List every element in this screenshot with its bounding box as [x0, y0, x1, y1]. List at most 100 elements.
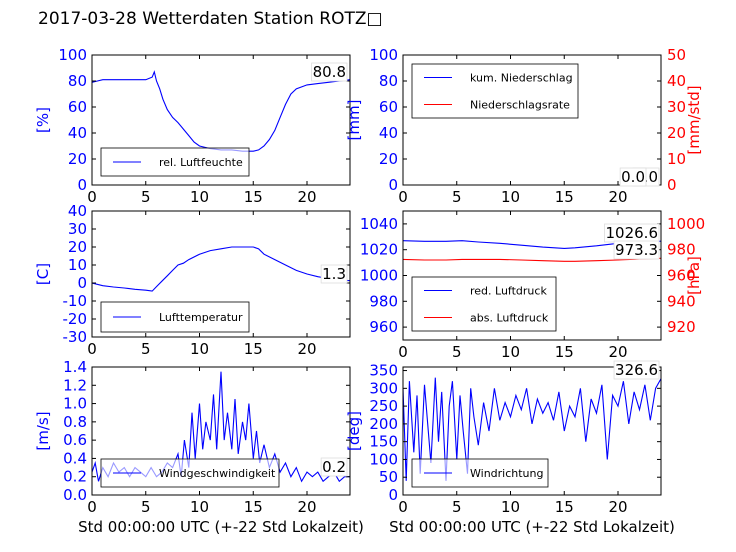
- y2-axis-label: [mm/std]: [685, 85, 703, 154]
- current-value-label: 1.3: [322, 265, 346, 283]
- panel-windspeed: 0 5 10 15 200.00.20.40.60.81.01.21.4[m/s]Win…: [34, 358, 351, 516]
- x-axis-label: Std 00:00:00 UTC (+-22 Std Lokalzeit): [389, 518, 675, 536]
- y2-tick-label: 920: [667, 318, 696, 336]
- x-tick-label: 20: [297, 188, 316, 206]
- legend-label: Windrichtung: [470, 467, 543, 480]
- y-tick-label: 0.8: [63, 413, 87, 431]
- y-tick-label: 0.0: [63, 486, 87, 504]
- y-tick-label: 0.6: [63, 431, 87, 449]
- y-tick-label: 350: [369, 362, 398, 380]
- current-value-box: [613, 240, 660, 260]
- current-value-box: [320, 457, 348, 477]
- x-tick-label: 15: [244, 188, 263, 206]
- y-tick-label: 20: [68, 238, 87, 256]
- y-tick-label: 40: [68, 202, 87, 220]
- x-tick-label: 10: [501, 343, 520, 361]
- y-axis-label: [C]: [34, 263, 52, 285]
- x-tick-label: 20: [608, 188, 627, 206]
- series-line-temperature-0: [92, 246, 350, 292]
- current-value-label: 0.2: [322, 458, 346, 476]
- y-tick-label: 100: [58, 46, 87, 64]
- x-tick-label: 10: [501, 188, 520, 206]
- x-tick-label: 15: [244, 498, 263, 516]
- x-tick-label: 5: [452, 498, 462, 516]
- y2-tick-label: 0: [667, 176, 677, 194]
- y-axis-label: [%]: [34, 107, 52, 133]
- y-tick-label: 0.4: [63, 449, 87, 467]
- x-tick-label: 20: [297, 340, 316, 358]
- y2-tick-label: 1000: [667, 215, 705, 233]
- x-tick-label: 15: [555, 343, 574, 361]
- legend-label: Windgeschwindigkeit: [159, 467, 276, 480]
- series-line-winddirection-0: [403, 377, 661, 481]
- x-tick-label: 15: [244, 340, 263, 358]
- x-tick-label: 0: [398, 188, 408, 206]
- y2-axis-label: [hPa]: [685, 256, 703, 295]
- y-tick-label: 250: [369, 397, 398, 415]
- y-tick-label: 1000: [360, 267, 398, 285]
- y2-tick-label: 960: [667, 267, 696, 285]
- current-value-box: [619, 167, 647, 187]
- current-value-box: [613, 360, 660, 380]
- y-tick-label: 1020: [360, 241, 398, 259]
- y-tick-label: 60: [379, 98, 398, 116]
- x-axis-label: Std 00:00:00 UTC (+-22 Std Lokalzeit): [78, 518, 364, 536]
- x-tick-label: 20: [608, 498, 627, 516]
- current-value-label: 973.3: [615, 241, 658, 259]
- current-value-label: 1026.6: [606, 224, 659, 242]
- legend-box: [411, 276, 557, 332]
- y-tick-label: -10: [63, 292, 88, 310]
- plot-frame: [91, 366, 351, 496]
- y2-tick-label: 20: [667, 124, 686, 142]
- x-tick-label: 0: [398, 498, 408, 516]
- y-tick-label: 50: [379, 468, 398, 486]
- y-tick-label: 20: [379, 150, 398, 168]
- current-value-label: 326.6: [615, 361, 658, 379]
- y-tick-label: 1.2: [63, 376, 87, 394]
- x-tick-label: 0: [398, 343, 408, 361]
- y-tick-label: 150: [369, 433, 398, 451]
- x-tick-label: 5: [141, 340, 151, 358]
- legend-label: red. Luftdruck: [470, 285, 547, 298]
- figure-title: 2017-03-28 Wetterdaten Station ROTZ□: [38, 9, 383, 29]
- y2-tick-label: 940: [667, 292, 696, 310]
- panel-temperature: 0 5 10 15 20-30-20-10010203040[C]Lufttempera…: [34, 202, 351, 358]
- y-tick-label: 100: [369, 450, 398, 468]
- x-tick-label: 5: [141, 188, 151, 206]
- y-tick-label: 0: [388, 176, 398, 194]
- x-tick-label: 10: [190, 188, 209, 206]
- y-tick-label: 80: [68, 72, 87, 90]
- current-value-box: [311, 62, 348, 82]
- y-tick-label: 1040: [360, 215, 398, 233]
- y-tick-label: 300: [369, 379, 398, 397]
- y-tick-label: 40: [68, 124, 87, 142]
- panel-pressure: 0 5 10 15 20 960 980 1000 1020 1040 920 940 960 980 10…: [360, 210, 705, 361]
- x-tick-label: 5: [141, 498, 151, 516]
- y-tick-label: 0: [77, 176, 87, 194]
- y2-tick-label: 10: [667, 150, 686, 168]
- x-tick-label: 5: [452, 343, 462, 361]
- current-value-box: [320, 264, 348, 284]
- current-value-label: 80.8: [313, 63, 346, 81]
- x-tick-label: 20: [297, 498, 316, 516]
- y-tick-label: 960: [369, 318, 398, 336]
- legend-label: kum. Niederschlag: [470, 72, 573, 85]
- plot-frame: [402, 366, 662, 496]
- legend-label: Niederschlagsrate: [470, 99, 570, 112]
- y-tick-label: 980: [369, 292, 398, 310]
- y-tick-label: -20: [63, 310, 88, 328]
- x-tick-label: 15: [555, 498, 574, 516]
- x-tick-label: 20: [608, 343, 627, 361]
- legend-label: abs. Luftdruck: [470, 312, 549, 325]
- y-tick-label: 20: [68, 150, 87, 168]
- y-tick-label: 1.4: [63, 358, 87, 376]
- y-tick-label: 60: [68, 98, 87, 116]
- y-tick-label: 0.2: [63, 468, 87, 486]
- y2-tick-label: 30: [667, 98, 686, 116]
- plot-frame: [91, 210, 351, 338]
- y-tick-label: 10: [68, 256, 87, 274]
- series-line-pressure-1: [403, 257, 661, 262]
- y-axis-label: [deg]: [345, 411, 363, 451]
- y2-tick-label: 40: [667, 72, 686, 90]
